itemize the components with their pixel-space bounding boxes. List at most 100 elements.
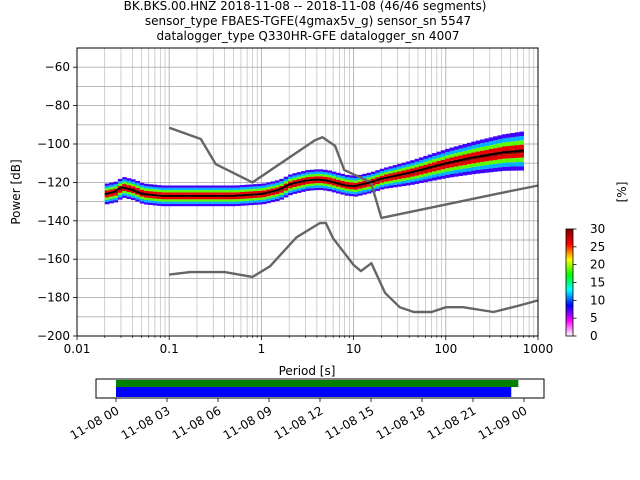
- heatmap-cell: [283, 185, 289, 189]
- heatmap-cell: [288, 179, 293, 182]
- heatmap-cell: [192, 203, 197, 207]
- heatmap-cell: [109, 196, 114, 199]
- heatmap-cell: [200, 192, 206, 195]
- heatmap-cell: [109, 184, 114, 188]
- heatmap-cell: [192, 196, 197, 200]
- heatmap-cell: [471, 152, 477, 157]
- heatmap-cell: [292, 187, 298, 190]
- heatmap-cell: [196, 192, 202, 195]
- y-tick-label: −120: [37, 175, 70, 189]
- colorbar-tick-label: 5: [590, 311, 598, 325]
- heatmap-cell: [235, 189, 241, 193]
- heatmap-cell: [222, 196, 228, 200]
- heatmap-cell: [305, 181, 311, 184]
- heatmap-cell: [253, 184, 258, 187]
- heatmap-cell: [432, 177, 437, 181]
- heatmap-cell: [139, 198, 145, 202]
- heatmap-cell: [231, 201, 236, 204]
- heatmap-cell: [126, 185, 132, 188]
- heatmap-cell: [192, 190, 197, 193]
- heatmap-cell: [113, 186, 119, 189]
- y-tick-label: −160: [37, 252, 70, 266]
- heatmap-cell: [200, 190, 206, 193]
- heatmap-cell: [222, 190, 228, 193]
- heatmap-cell: [200, 187, 206, 191]
- heatmap-cell: [248, 195, 254, 199]
- heatmap-cell: [349, 191, 354, 194]
- heatmap-cell: [296, 176, 302, 180]
- heatmap-cell: [484, 157, 490, 162]
- heatmap-cell: [366, 177, 372, 180]
- heatmap-cell: [370, 183, 376, 186]
- heatmap-cell: [410, 173, 415, 177]
- heatmap-cell: [288, 176, 293, 180]
- heatmap-cell: [514, 166, 520, 171]
- heatmap-cell: [480, 169, 485, 174]
- heatmap-cell: [122, 179, 127, 182]
- heatmap-cell: [379, 180, 385, 183]
- heatmap-cell: [301, 187, 306, 190]
- heatmap-cell: [449, 157, 455, 161]
- heatmap-cell: [418, 160, 424, 164]
- heatmap-cell: [475, 144, 481, 148]
- heatmap-cell: [200, 199, 206, 202]
- heatmap-cell: [266, 198, 271, 201]
- heatmap-cell: [392, 165, 398, 168]
- heatmap-cell: [139, 187, 145, 190]
- heatmap-cell: [253, 202, 258, 205]
- heatmap-cell: [322, 176, 328, 180]
- heatmap-cell: [493, 148, 498, 153]
- heatmap-cell: [318, 187, 324, 191]
- heatmap-cell: [266, 184, 271, 188]
- heatmap-cell: [152, 203, 158, 206]
- heatmap-cell: [292, 189, 298, 192]
- heatmap-cell: [279, 188, 284, 191]
- heatmap-cell: [357, 179, 363, 182]
- heatmap-cell: [327, 184, 332, 187]
- heatmap-cell: [445, 155, 450, 159]
- heatmap-cell: [506, 141, 511, 147]
- heatmap-cell: [196, 196, 202, 200]
- heatmap-cell: [213, 190, 219, 193]
- heatmap-cell: [192, 185, 197, 188]
- heatmap-cell: [218, 199, 223, 202]
- heatmap-cell: [183, 199, 188, 202]
- heatmap-cell: [357, 186, 363, 189]
- heatmap-cell: [445, 171, 450, 175]
- heatmap-cell: [405, 161, 411, 165]
- heatmap-cell: [270, 195, 276, 198]
- heatmap-cell: [423, 173, 429, 177]
- heatmap-cell: [305, 183, 311, 187]
- heatmap-cell: [336, 177, 341, 180]
- heatmap-cell: [480, 161, 485, 166]
- heatmap-cell: [165, 190, 171, 193]
- heatmap-cell: [218, 190, 223, 193]
- heatmap-cell: [410, 165, 415, 169]
- heatmap-cell: [379, 182, 385, 185]
- heatmap-cell: [366, 175, 372, 178]
- heatmap-cell: [366, 186, 372, 189]
- heatmap-cell: [397, 168, 402, 172]
- heatmap-cell: [453, 166, 459, 170]
- heatmap-cell: [253, 191, 258, 194]
- heatmap-cell: [157, 196, 162, 199]
- colorbar-tick-label: 15: [590, 276, 605, 290]
- heatmap-cell: [157, 189, 162, 193]
- heatmap-cell: [318, 169, 324, 172]
- heatmap-cell: [497, 135, 503, 140]
- heatmap-cell: [331, 190, 337, 193]
- heatmap-cell: [104, 201, 110, 205]
- heatmap-cell: [130, 193, 136, 196]
- heatmap-cell: [261, 201, 267, 205]
- heatmap-cell: [274, 194, 280, 197]
- heatmap-cell: [130, 186, 136, 189]
- heatmap-cell: [514, 153, 520, 158]
- heatmap-cell: [183, 192, 188, 195]
- heatmap-cell: [283, 176, 289, 179]
- heatmap-cell: [178, 187, 184, 191]
- heatmap-cell: [296, 179, 302, 182]
- heatmap-cell: [322, 183, 328, 186]
- heatmap-cell: [397, 181, 402, 185]
- heatmap-cell: [466, 160, 472, 165]
- heatmap-cell: [231, 187, 236, 191]
